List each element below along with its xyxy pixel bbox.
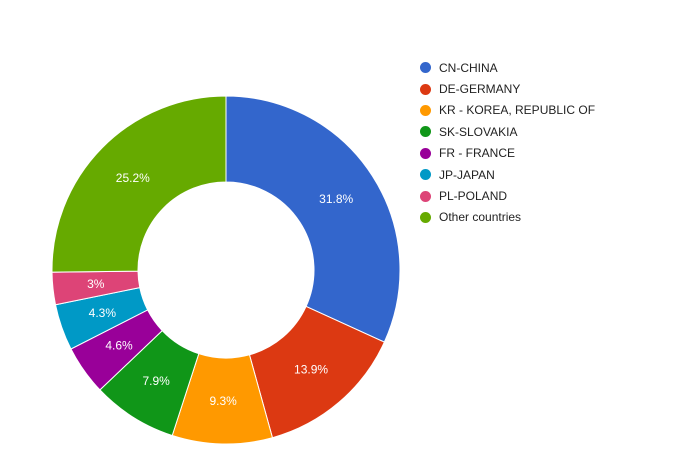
slice-labels: 31.8% 13.9% 9.3% 7.9% 4.6% 4.3% 3% 25.2% bbox=[87, 171, 353, 408]
slice-label: 4.3% bbox=[89, 306, 117, 320]
legend-item[interactable]: PL-POLAND bbox=[420, 185, 595, 206]
legend-label: PL-POLAND bbox=[439, 189, 508, 204]
legend-item[interactable]: CN-CHINA bbox=[420, 57, 595, 78]
slice-label: 9.3% bbox=[209, 394, 237, 408]
slice-label: 4.6% bbox=[105, 339, 133, 353]
legend-item[interactable]: JP-JAPAN bbox=[420, 164, 595, 185]
legend-swatch bbox=[420, 62, 431, 74]
legend-label: JP-JAPAN bbox=[439, 167, 495, 182]
legend-label: Other countries bbox=[439, 210, 522, 225]
chart-legend: CN-CHINA DE-GERMANY KR - KOREA, REPUBLIC O… bbox=[420, 57, 595, 228]
legend-swatch bbox=[420, 104, 431, 116]
legend-label: SK-SLOVAKIA bbox=[439, 124, 518, 139]
legend-swatch bbox=[420, 126, 431, 138]
legend-label: KR - KOREA, REPUBLIC OF bbox=[439, 103, 596, 118]
slice-other-countries[interactable] bbox=[51, 95, 227, 273]
slice-label: 31.8% bbox=[319, 192, 353, 206]
slice-label: 3% bbox=[87, 277, 105, 291]
legend-item[interactable]: SK-SLOVAKIA bbox=[420, 121, 595, 142]
legend-item[interactable]: KR - KOREA, REPUBLIC OF bbox=[420, 100, 595, 121]
legend-swatch bbox=[420, 83, 431, 95]
legend-item[interactable]: Other countries bbox=[420, 207, 595, 228]
legend-item[interactable]: FR - FRANCE bbox=[420, 143, 595, 164]
slice-label: 7.9% bbox=[142, 374, 170, 388]
legend-swatch bbox=[420, 169, 431, 181]
slice-label: 13.9% bbox=[294, 363, 328, 377]
donut-slices bbox=[51, 95, 401, 445]
legend-swatch bbox=[420, 211, 431, 223]
legend-swatch bbox=[420, 147, 431, 159]
slice-cn-china[interactable] bbox=[225, 95, 401, 343]
legend-label: CN-CHINA bbox=[439, 60, 498, 75]
legend-item[interactable]: DE-GERMANY bbox=[420, 78, 595, 99]
legend-label: DE-GERMANY bbox=[439, 82, 521, 97]
slice-label: 25.2% bbox=[116, 171, 150, 185]
legend-swatch bbox=[420, 190, 431, 202]
legend-label: FR - FRANCE bbox=[439, 146, 515, 161]
